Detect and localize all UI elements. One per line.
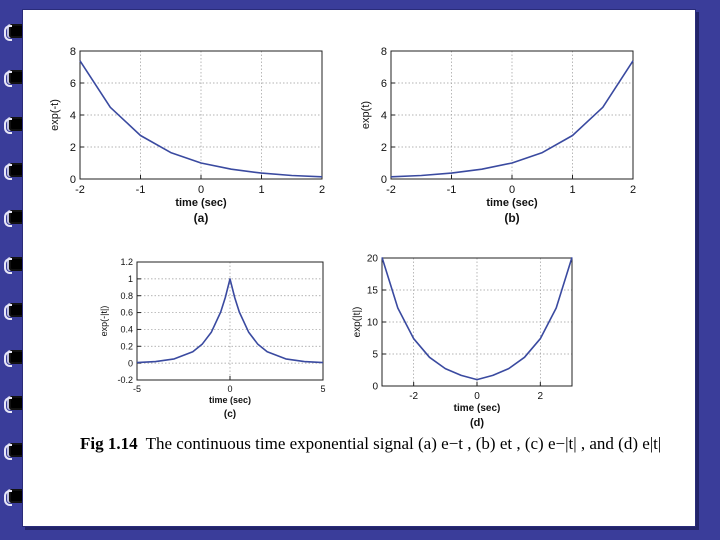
x-axis-label: time (sec) — [175, 197, 227, 209]
y-tick-label: 1 — [128, 274, 133, 284]
series-line — [390, 60, 634, 178]
y-tick-label: 15 — [367, 286, 379, 297]
x-tick-label: 5 — [320, 384, 325, 394]
y-tick-label: 0.4 — [120, 325, 133, 335]
x-tick-label: 2 — [319, 184, 325, 196]
y-axis-label: exp(-|t|) — [99, 306, 109, 337]
y-tick-label: 4 — [70, 110, 76, 122]
y-tick-label: 6 — [70, 78, 76, 90]
series-line — [79, 60, 323, 178]
slide-page — [22, 9, 696, 527]
x-tick-label: 0 — [474, 391, 480, 402]
y-tick-label: 0.2 — [120, 341, 133, 351]
y-tick-label: 0 — [381, 174, 387, 186]
x-tick-label: 1 — [258, 184, 264, 196]
series-line — [136, 278, 324, 364]
x-tick-label: 0 — [198, 184, 204, 196]
chart-panel-a: -2 -1 0 1 2 0 2 4 6 8 time (sec) exp(-t) (a) — [49, 46, 325, 225]
x-tick-label: 2 — [538, 391, 544, 402]
y-tick-label: 6 — [381, 78, 387, 90]
x-axis-label: time (sec) — [454, 403, 501, 414]
x-tick-label: 2 — [630, 184, 636, 196]
x-tick-label: 0 — [509, 184, 515, 196]
y-tick-label: 0 — [70, 174, 76, 186]
panel-label: (b) — [504, 211, 519, 225]
x-tick-label: -2 — [386, 184, 396, 196]
panel-label: (c) — [224, 409, 236, 420]
y-tick-label: 20 — [367, 254, 379, 265]
figure-caption-text: The continuous time exponential signal (… — [145, 434, 662, 453]
y-axis-label: exp(t) — [360, 101, 372, 129]
x-axis-label: time (sec) — [486, 197, 538, 209]
y-tick-label: 0.6 — [120, 308, 133, 318]
figure-number: Fig 1.14 — [80, 434, 138, 453]
y-tick-label: 8 — [70, 46, 76, 58]
x-axis-label: time (sec) — [209, 395, 251, 405]
y-tick-label: 2 — [70, 142, 76, 154]
y-axis-label: exp(-t) — [49, 99, 61, 131]
y-tick-label: 1.2 — [120, 257, 133, 267]
x-tick-label: -2 — [409, 391, 418, 402]
x-tick-label: -1 — [136, 184, 146, 196]
y-tick-label: 0.8 — [120, 291, 133, 301]
y-tick-label: 0 — [372, 382, 378, 393]
panel-label: (d) — [470, 417, 484, 429]
y-tick-label: 10 — [367, 318, 379, 329]
y-tick-label: 8 — [381, 46, 387, 58]
panel-label: (a) — [194, 211, 209, 225]
x-tick-label: -5 — [133, 384, 141, 394]
chart-panel-b: -2 -1 0 1 2 0 2 4 6 8 time (sec) exp(t) (b) — [360, 46, 636, 225]
y-axis-label: exp(|t|) — [352, 307, 363, 338]
y-tick-label: 4 — [381, 110, 387, 122]
series-line — [381, 257, 573, 381]
y-tick-label: 0 — [128, 358, 133, 368]
x-tick-label: 0 — [227, 384, 232, 394]
y-tick-label: -0.2 — [117, 375, 133, 385]
y-tick-label: 5 — [372, 350, 378, 361]
figure-caption: Fig 1.14 The continuous time exponential … — [80, 434, 700, 454]
x-tick-label: -1 — [447, 184, 457, 196]
y-tick-label: 2 — [381, 142, 387, 154]
x-tick-label: 1 — [569, 184, 575, 196]
chart-panel-c: -5 0 5 -0.2 0 0.2 0.4 0.6 0.8 1 1.2 time (sec) exp(-… — [99, 257, 326, 420]
x-tick-label: -2 — [75, 184, 85, 196]
